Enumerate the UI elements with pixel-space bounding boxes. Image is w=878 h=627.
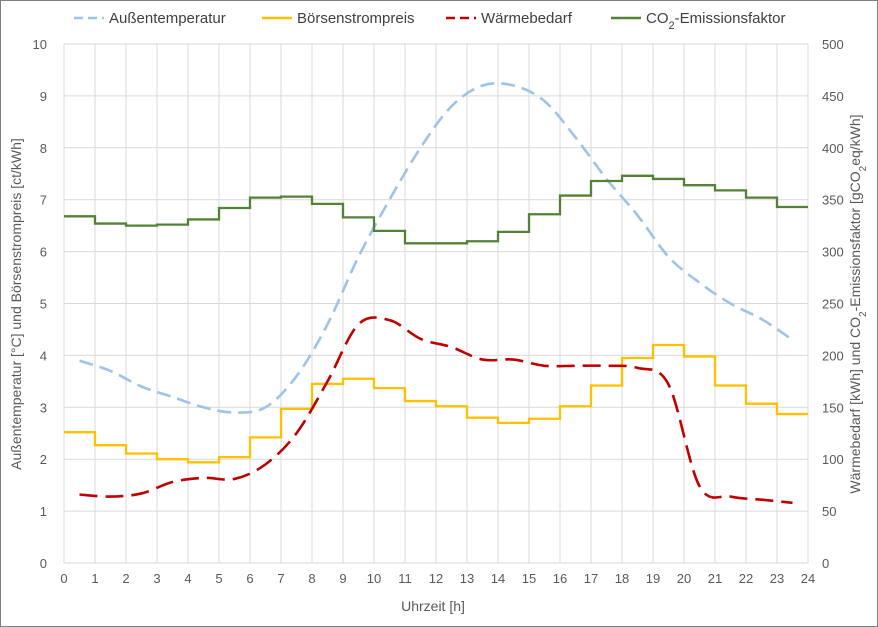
- y-right-tick-label: 450: [822, 89, 844, 104]
- series-layer: [64, 81, 808, 505]
- y-left-tick-label: 5: [40, 297, 47, 312]
- y-left-tick-label: 2: [40, 452, 47, 467]
- y-right-tick-label: 0: [822, 556, 829, 571]
- y-right-tick-label: 300: [822, 245, 844, 260]
- x-tick-label: 6: [246, 571, 253, 586]
- y-right-title-suffix: -Emissionsfaktor [gCO: [847, 171, 863, 311]
- y-right-tick-label: 150: [822, 400, 844, 415]
- y-right-title-end: eq/kWh]: [847, 114, 863, 165]
- legend-label-aussentemperatur: Außentemperatur: [109, 10, 226, 27]
- x-tick-label: 9: [339, 571, 346, 586]
- legend-label-co2-emissionsfaktor: CO2-Emissionsfaktor: [646, 10, 785, 32]
- y-left-tick-label: 1: [40, 504, 47, 519]
- y-left-tick-label: 4: [40, 348, 47, 363]
- legend-co2-prefix: CO: [646, 10, 669, 27]
- x-tick-label: 23: [770, 571, 784, 586]
- series-line-wa-rmebedarf: [79, 316, 793, 505]
- legend-co2-sub: 2: [669, 20, 675, 32]
- y-left-tick-label: 8: [40, 141, 47, 156]
- series-line-au-entemperatur: [79, 81, 794, 414]
- y-right-tick-labels: 0 50 100 150 200 250 300 350 400 450 500: [822, 37, 844, 571]
- y-left-tick-label: 9: [40, 89, 47, 104]
- series-line-bo-rsenstrompreis: [64, 343, 808, 464]
- y-right-tick-label: 100: [822, 452, 844, 467]
- y-left-tick-label: 6: [40, 245, 47, 260]
- x-tick-label: 19: [646, 571, 660, 586]
- x-tick-label: 24: [801, 571, 815, 586]
- legend: Außentemperatur Börsenstrompreis Wärmebe…: [74, 10, 785, 32]
- y-left-tick-label: 7: [40, 193, 47, 208]
- y-right-tick-label: 250: [822, 297, 844, 312]
- y-left-tick-labels: 0 1 2 3 4 5 6 7 8 9 10: [33, 37, 47, 571]
- legend-label-waermebedarf: Wärmebedarf: [481, 10, 573, 27]
- x-tick-label: 21: [708, 571, 722, 586]
- x-tick-label: 4: [184, 571, 191, 586]
- x-tick-label: 14: [491, 571, 505, 586]
- x-axis-title: Uhrzeit [h]: [401, 598, 465, 614]
- x-tick-label: 2: [122, 571, 129, 586]
- x-tick-label: 5: [215, 571, 222, 586]
- y-right-title-sub2: 2: [858, 165, 869, 171]
- x-tick-label: 12: [429, 571, 443, 586]
- y-right-tick-label: 350: [822, 193, 844, 208]
- gridlines: [63, 43, 809, 564]
- y-right-tick-label: 400: [822, 141, 844, 156]
- x-tick-label: 18: [615, 571, 629, 586]
- x-tick-label: 1: [91, 571, 98, 586]
- legend-label-boersenstrompreis: Börsenstrompreis: [297, 10, 415, 27]
- x-tick-label: 22: [739, 571, 753, 586]
- y-right-axis-title: Wärmebedarf [kWh] und CO2-Emissionsfakto…: [847, 114, 869, 493]
- x-tick-label: 13: [460, 571, 474, 586]
- y-right-tick-label: 500: [822, 37, 844, 52]
- x-tick-label: 10: [367, 571, 381, 586]
- x-tick-labels: 0 1 2 3 4 5 6 7 8 9 10 11 12 13 14 15 16 17 18 19 20 21 22 23 24: [60, 571, 815, 586]
- x-tick-label: 7: [277, 571, 284, 586]
- y-left-axis-title: Außentemperatur [°C] und Börsenstromprei…: [8, 138, 24, 470]
- x-tick-label: 8: [308, 571, 315, 586]
- y-left-tick-label: 10: [33, 37, 47, 52]
- x-tick-label: 11: [398, 571, 412, 586]
- y-right-tick-label: 50: [822, 504, 836, 519]
- x-tick-label: 16: [553, 571, 567, 586]
- y-left-tick-label: 0: [40, 556, 47, 571]
- x-tick-label: 3: [153, 571, 160, 586]
- y-right-title-prefix: Wärmebedarf [kWh] und CO: [847, 317, 863, 494]
- x-tick-label: 0: [60, 571, 67, 586]
- y-left-tick-label: 3: [40, 400, 47, 415]
- y-right-title-sub: 2: [858, 311, 869, 317]
- x-tick-label: 20: [677, 571, 691, 586]
- series-line-co-emissionsfaktor: [64, 174, 808, 245]
- x-tick-label: 17: [584, 571, 598, 586]
- legend-co2-suffix: -Emissionsfaktor: [675, 10, 786, 27]
- y-right-tick-label: 200: [822, 348, 844, 363]
- x-tick-label: 15: [522, 571, 536, 586]
